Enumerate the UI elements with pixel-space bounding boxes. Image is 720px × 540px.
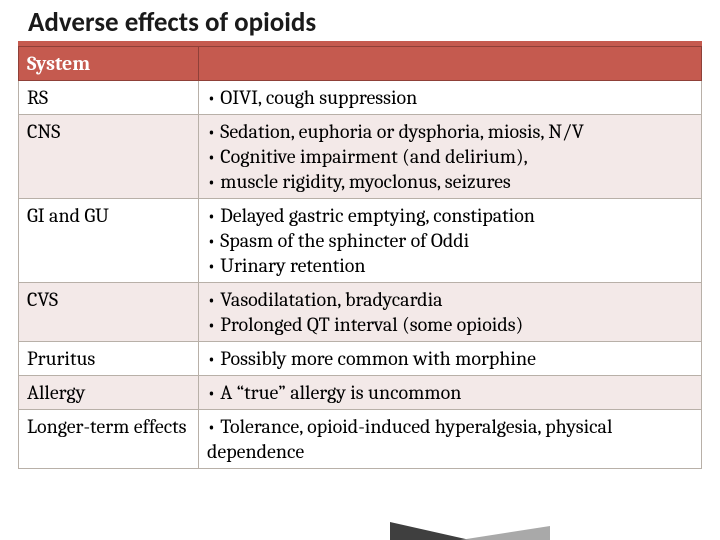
effect-bullet: Delayed gastric emptying, constipation <box>207 203 693 228</box>
slide: Adverse effects of opioids System RS OIVI… <box>0 0 720 469</box>
effects-table: System RS OIVI, cough suppression CNS Sedat… <box>18 46 702 469</box>
effect-bullet: Spasm of the sphincter of Oddi <box>207 228 693 253</box>
effects-cell: Sedation, euphoria or dysphoria, miosis,… <box>199 115 702 199</box>
effects-cell: Delayed gastric emptying, constipationSp… <box>199 199 702 283</box>
effect-bullet: A “true” allergy is uncommon <box>207 380 693 405</box>
system-cell: Longer-term effects <box>19 410 199 469</box>
system-cell: Allergy <box>19 376 199 410</box>
effect-bullet: Vasodilatation, bradycardia <box>207 287 693 312</box>
effect-bullet: Tolerance, opioid-induced hyperalgesia, … <box>207 414 693 464</box>
effects-cell: Tolerance, opioid-induced hyperalgesia, … <box>199 410 702 469</box>
effect-bullet: Possibly more common with morphine <box>207 346 693 371</box>
decorative-wedge-light <box>460 526 550 540</box>
table-body: RS OIVI, cough suppression CNS Sedation, eu… <box>19 81 702 469</box>
table-row: Allergy A “true” allergy is uncommon <box>19 376 702 410</box>
slide-title: Adverse effects of opioids <box>18 6 702 39</box>
system-cell: GI and GU <box>19 199 199 283</box>
table-row: Longer-term effectsTolerance, opioid-ind… <box>19 410 702 469</box>
effects-cell: Possibly more common with morphine <box>199 342 702 376</box>
system-cell: RS <box>19 81 199 115</box>
effect-bullet: muscle rigidity, myoclonus, seizures <box>207 169 693 194</box>
header-system: System <box>19 47 199 81</box>
effect-bullet: Cognitive impairment (and delirium), <box>207 144 693 169</box>
effect-bullet: Prolonged QT interval (some opioids) <box>207 312 693 337</box>
decorative-wedge-dark <box>390 522 470 540</box>
effects-cell: OIVI, cough suppression <box>199 81 702 115</box>
system-cell: Pruritus <box>19 342 199 376</box>
effects-cell: A “true” allergy is uncommon <box>199 376 702 410</box>
table-row: CNS Sedation, euphoria or dysphoria, mios… <box>19 115 702 199</box>
table-row: GI and GUDelayed gastric emptying, const… <box>19 199 702 283</box>
header-blank <box>199 47 702 81</box>
effects-cell: Vasodilatation, bradycardiaProlonged QT … <box>199 283 702 342</box>
table-row: CVSVasodilatation, bradycardiaProlonged … <box>19 283 702 342</box>
table-row: Pruritus Possibly more common with morphi… <box>19 342 702 376</box>
effect-bullet: Urinary retention <box>207 253 693 278</box>
effect-bullet: OIVI, cough suppression <box>207 85 693 110</box>
table-header: System <box>19 47 702 81</box>
system-cell: CNS <box>19 115 199 199</box>
effect-bullet: Sedation, euphoria or dysphoria, miosis,… <box>207 119 693 144</box>
system-cell: CVS <box>19 283 199 342</box>
table-row: RS OIVI, cough suppression <box>19 81 702 115</box>
